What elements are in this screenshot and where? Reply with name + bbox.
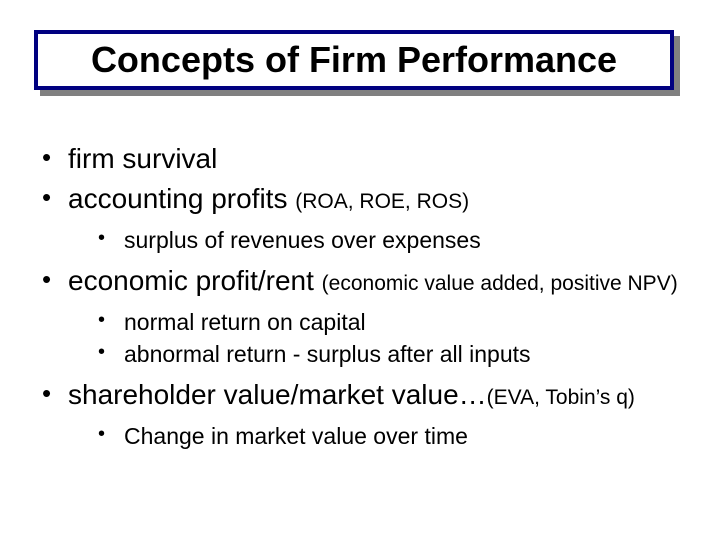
bullet-main: firm survival xyxy=(68,143,217,174)
list-item: firm survival xyxy=(40,140,690,178)
title-box: Concepts of Firm Performance xyxy=(34,30,674,90)
title-container: Concepts of Firm Performance xyxy=(34,30,680,96)
list-item: abnormal return - surplus after all inpu… xyxy=(96,338,690,370)
list-item: shareholder value/market value…(EVA, Tob… xyxy=(40,376,690,452)
sub-list: Change in market value over time xyxy=(68,420,690,452)
list-item: Change in market value over time xyxy=(96,420,690,452)
sub-bullet: Change in market value over time xyxy=(124,423,468,449)
bullet-main: shareholder value/market value… xyxy=(68,379,487,410)
list-item: accounting profits (ROA, ROE, ROS) surpl… xyxy=(40,180,690,256)
slide-title: Concepts of Firm Performance xyxy=(91,39,617,81)
sub-list: surplus of revenues over expenses xyxy=(68,224,690,256)
bullet-paren: (economic value added, positive NPV) xyxy=(322,272,678,295)
content-area: firm survival accounting profits (ROA, R… xyxy=(40,140,690,458)
list-item: surplus of revenues over expenses xyxy=(96,224,690,256)
bullet-paren: (ROA, ROE, ROS) xyxy=(295,190,469,213)
bullet-paren: (EVA, Tobin’s q) xyxy=(487,386,635,409)
bullet-list: firm survival accounting profits (ROA, R… xyxy=(40,140,690,452)
sub-bullet: normal return on capital xyxy=(124,309,366,335)
list-item: normal return on capital xyxy=(96,306,690,338)
sub-bullet: surplus of revenues over expenses xyxy=(124,227,481,253)
bullet-main: economic profit/rent xyxy=(68,265,322,296)
bullet-main: accounting profits xyxy=(68,183,295,214)
sub-bullet: abnormal return - surplus after all inpu… xyxy=(124,341,531,367)
sub-list: normal return on capital abnormal return… xyxy=(68,306,690,370)
list-item: economic profit/rent (economic value add… xyxy=(40,262,690,370)
